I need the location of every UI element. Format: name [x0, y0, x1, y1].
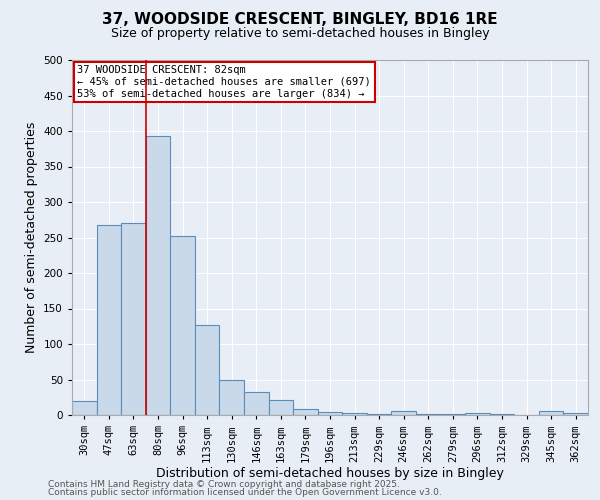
Bar: [97, 224, 121, 415]
Bar: [121, 224, 146, 415]
Bar: [146, 136, 170, 415]
Text: Contains public sector information licensed under the Open Government Licence v3: Contains public sector information licen…: [48, 488, 442, 497]
Bar: [465, 413, 490, 415]
Bar: [563, 413, 588, 415]
Text: 37 WOODSIDE CRESCENT: 82sqm
← 45% of semi-detached houses are smaller (697)
53% : 37 WOODSIDE CRESCENT: 82sqm ← 45% of sem…: [77, 66, 371, 98]
Bar: [244, 392, 269, 415]
Text: Size of property relative to semi-detached houses in Bingley: Size of property relative to semi-detach…: [110, 28, 490, 40]
Bar: [72, 401, 97, 415]
Text: Contains HM Land Registry data © Crown copyright and database right 2025.: Contains HM Land Registry data © Crown c…: [48, 480, 400, 489]
Bar: [391, 412, 416, 415]
Bar: [416, 414, 440, 415]
Bar: [539, 412, 563, 415]
Bar: [490, 414, 514, 415]
Bar: [195, 325, 220, 415]
Bar: [293, 410, 318, 415]
Bar: [342, 413, 367, 415]
Bar: [318, 412, 342, 415]
Bar: [269, 400, 293, 415]
Bar: [367, 414, 391, 415]
X-axis label: Distribution of semi-detached houses by size in Bingley: Distribution of semi-detached houses by …: [156, 467, 504, 480]
Bar: [170, 236, 195, 415]
Y-axis label: Number of semi-detached properties: Number of semi-detached properties: [25, 122, 38, 353]
Bar: [220, 380, 244, 415]
Text: 37, WOODSIDE CRESCENT, BINGLEY, BD16 1RE: 37, WOODSIDE CRESCENT, BINGLEY, BD16 1RE: [102, 12, 498, 28]
Bar: [440, 414, 465, 415]
